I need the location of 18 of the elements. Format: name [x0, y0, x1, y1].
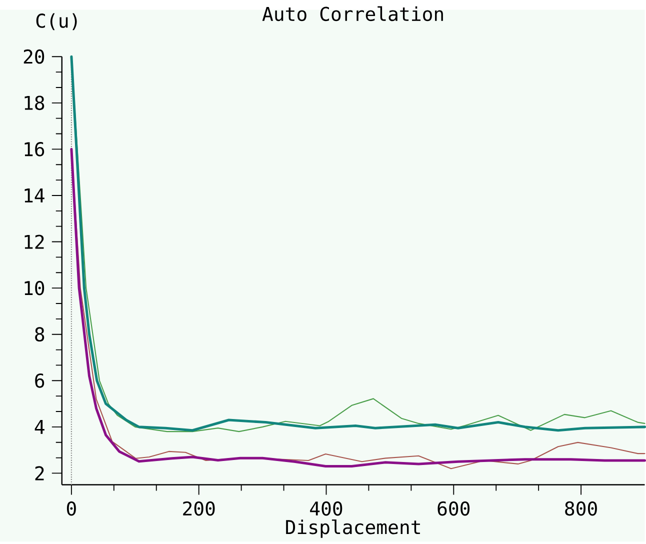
y-tick-label: 8 [35, 327, 44, 342]
x-tick-label: 0 [66, 501, 76, 516]
y-tick-label: 14 [24, 188, 44, 202]
x-axis-title: Displacement [286, 519, 420, 538]
y-tick-label: 10 [24, 280, 44, 296]
y-tick-label: 4 [34, 420, 44, 434]
x-tick-label: 400 [310, 501, 342, 516]
y-tick-label: 16 [24, 142, 44, 156]
x-tick-label: 800 [565, 501, 597, 516]
y-axis-title: C(u) [36, 13, 77, 30]
y-tick-label: 6 [35, 373, 44, 388]
chart-title: Auto Correlation [262, 6, 443, 21]
y-tick-label: 18 [24, 96, 44, 110]
x-tick-label: 200 [183, 501, 215, 516]
x-tick-label: 600 [438, 501, 470, 516]
y-tick-label: 20 [24, 49, 44, 64]
y-tick-label: 12 [24, 234, 44, 249]
y-tick-label: 2 [35, 466, 44, 480]
